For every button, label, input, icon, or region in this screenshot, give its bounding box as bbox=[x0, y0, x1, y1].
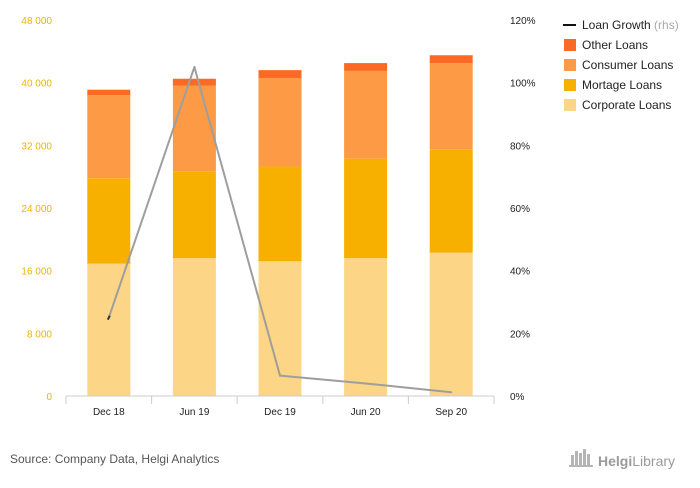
left-tick-label: 32 000 bbox=[21, 141, 52, 152]
loan-growth-point-1 bbox=[193, 66, 196, 68]
left-tick-label: 48 000 bbox=[21, 16, 52, 27]
right-tick-label: 80% bbox=[510, 141, 530, 152]
bar-other-loans-3 bbox=[344, 63, 388, 71]
left-tick-label: 16 000 bbox=[21, 267, 52, 278]
legend-swatch-corporate-loans bbox=[564, 99, 576, 111]
right-tick-label: 20% bbox=[510, 329, 530, 340]
line-layer bbox=[106, 66, 453, 394]
legend-label-consumer-loans: Consumer Loans bbox=[582, 58, 673, 72]
brand-wordmark: HelgiLibrary bbox=[598, 453, 675, 469]
bar-mortage-loans-3 bbox=[344, 158, 388, 259]
legend-label-corporate-loans: Corporate Loans bbox=[582, 98, 671, 112]
helgi-library-logo: HelgiLibrary bbox=[569, 449, 675, 469]
left-tick-label: 0 bbox=[46, 392, 52, 403]
legend-swatch-consumer-loans bbox=[564, 59, 576, 71]
legend-swatch-other-loans bbox=[564, 39, 576, 51]
right-tick-label: 100% bbox=[510, 79, 536, 90]
bar-consumer-loans-2 bbox=[258, 77, 302, 167]
left-axis-ticks: 0 8 000 16 000 24 000 32 000 40 000 48 000 bbox=[21, 16, 52, 403]
bar-corporate-loans-1 bbox=[172, 258, 216, 396]
bar-consumer-loans-4 bbox=[429, 63, 473, 150]
source-text: Source: Company Data, Helgi Analytics bbox=[10, 452, 219, 466]
x-tick-label: Sep 20 bbox=[435, 407, 467, 418]
bar-corporate-loans-4 bbox=[429, 252, 473, 396]
legend-label-loan-growth: Loan Growth (rhs) bbox=[582, 18, 679, 32]
bar-corporate-loans-0 bbox=[87, 263, 131, 396]
legend: Loan Growth (rhs) Other Loans Consumer Loa… bbox=[563, 18, 679, 112]
legend-label-mortage-loans: Mortage Loans bbox=[582, 78, 662, 92]
bars-layer bbox=[87, 55, 473, 396]
left-tick-label: 24 000 bbox=[21, 204, 52, 215]
loan-growth-start-mark bbox=[106, 315, 111, 321]
bar-other-loans-2 bbox=[258, 70, 302, 78]
bar-mortage-loans-4 bbox=[429, 149, 473, 253]
legend-label-other-loans: Other Loans bbox=[582, 38, 648, 52]
bar-consumer-loans-3 bbox=[344, 70, 388, 159]
bar-consumer-loans-0 bbox=[87, 95, 131, 179]
right-tick-label: 0% bbox=[510, 392, 525, 403]
bar-mortage-loans-0 bbox=[87, 178, 131, 264]
legend-swatch-mortage-loans bbox=[564, 79, 576, 91]
bar-other-loans-1 bbox=[172, 78, 216, 86]
x-tick-label: Jun 19 bbox=[179, 407, 209, 418]
loan-growth-point-2 bbox=[279, 374, 281, 377]
right-tick-label: 120% bbox=[510, 16, 536, 27]
x-axis-ticks: Dec 18 Jun 19 Dec 19 Jun 20 Sep 20 bbox=[65, 396, 495, 418]
left-tick-label: 40 000 bbox=[21, 79, 52, 90]
right-tick-label: 40% bbox=[510, 267, 530, 278]
helgi-library-logo-icon bbox=[569, 449, 593, 467]
left-tick-label: 8 000 bbox=[27, 329, 52, 340]
loan-growth-point-3 bbox=[364, 382, 367, 385]
bar-consumer-loans-1 bbox=[172, 85, 216, 172]
x-tick-label: Jun 20 bbox=[351, 407, 381, 418]
loan-growth-point-4 bbox=[450, 391, 453, 394]
right-tick-label: 60% bbox=[510, 204, 530, 215]
x-tick-label: Dec 18 bbox=[93, 407, 125, 418]
bar-mortage-loans-2 bbox=[258, 166, 302, 262]
bar-other-loans-4 bbox=[429, 55, 473, 64]
bar-other-loans-0 bbox=[87, 89, 131, 96]
bar-corporate-loans-3 bbox=[344, 258, 388, 396]
bar-mortage-loans-1 bbox=[172, 171, 216, 259]
right-axis-ticks: 0% 20% 40% 60% 80% 100% 120% bbox=[510, 16, 536, 403]
x-tick-label: Dec 19 bbox=[264, 407, 296, 418]
